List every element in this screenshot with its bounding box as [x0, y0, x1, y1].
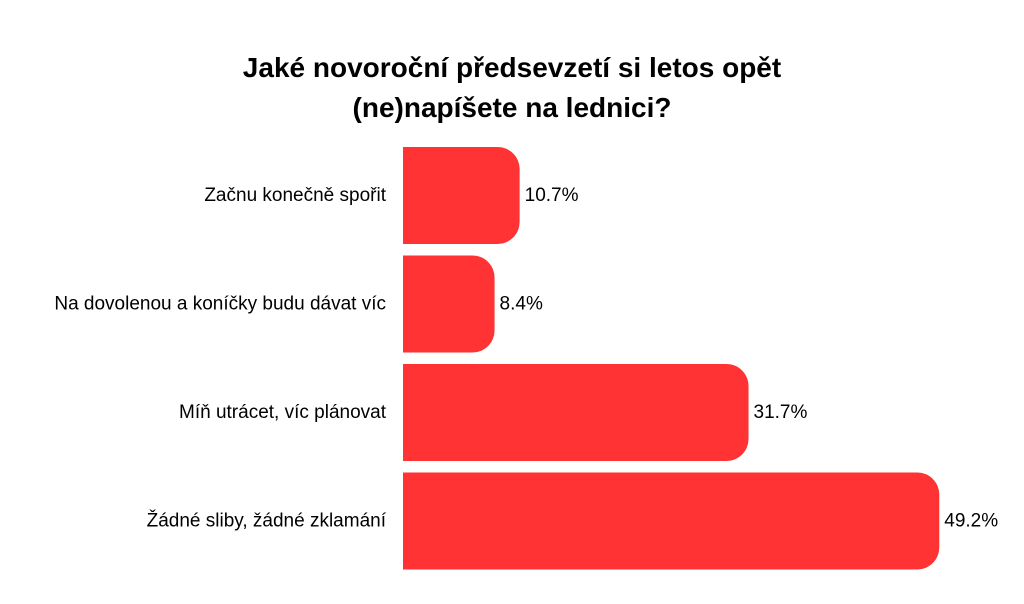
bar: [403, 364, 749, 461]
bar: [403, 472, 940, 570]
category-label: Začnu konečně spořit: [204, 185, 386, 206]
value-label: 31.7%: [754, 402, 808, 423]
category-label: Na dovolenou a koníčky budu dávat víc: [54, 294, 386, 315]
chart-title-line-1: Jaké novoroční předsevzetí si letos opět: [242, 52, 782, 83]
bar: [403, 147, 520, 244]
bar: [403, 255, 495, 353]
value-label: 8.4%: [500, 294, 543, 315]
category-label: Žádné sliby, žádné zklamání: [147, 510, 387, 532]
value-label: 10.7%: [525, 185, 579, 206]
category-label: Míň utrácet, víc plánovat: [179, 402, 387, 423]
chart-title: Jaké novoroční předsevzetí si letos opět…: [112, 48, 912, 128]
chart-title-line-2: (ne)napíšete na lednici?: [352, 92, 672, 123]
value-label: 49.2%: [944, 511, 998, 532]
